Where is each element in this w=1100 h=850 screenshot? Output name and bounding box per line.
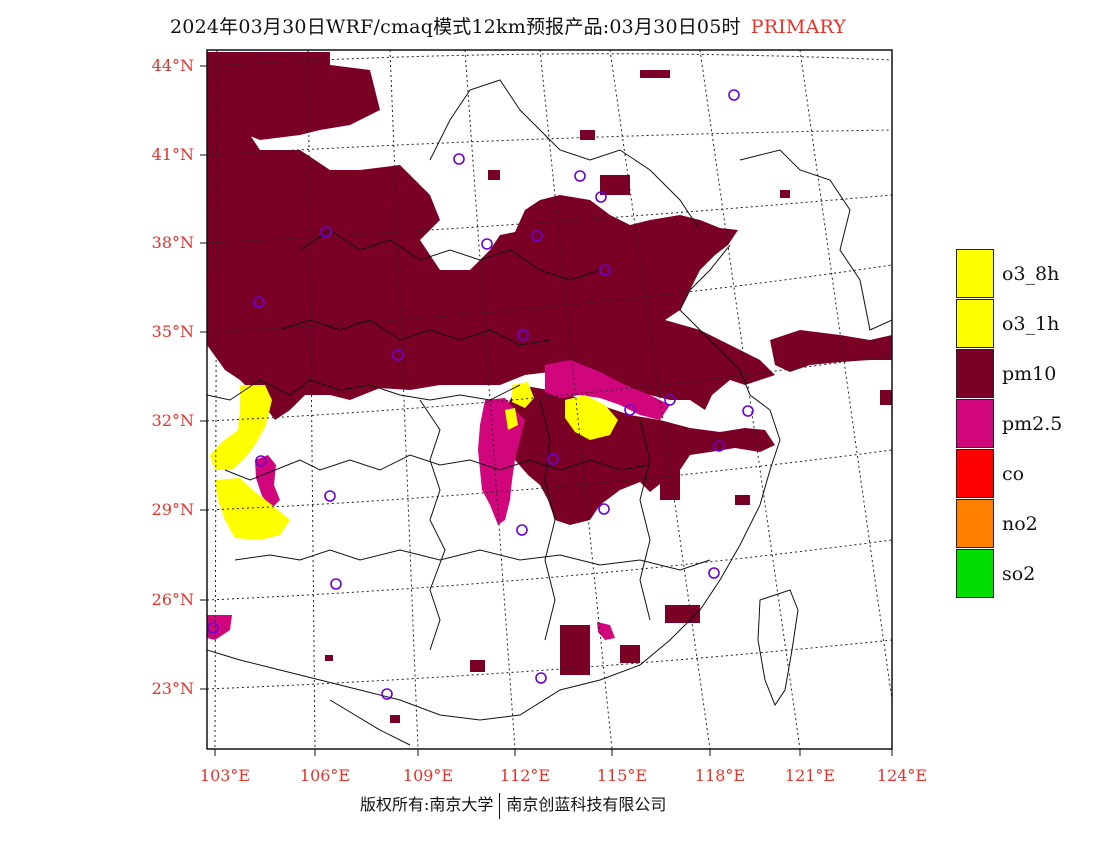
legend-label: o3_1h	[1002, 313, 1060, 335]
footer-divider	[499, 792, 501, 819]
lon-label: 121°E	[784, 766, 836, 785]
lon-label: 103°E	[199, 766, 251, 785]
lon-label: 115°E	[596, 766, 648, 785]
o3-region-west	[210, 385, 272, 470]
lat-label: 32°N	[151, 411, 194, 430]
title-primary-tag: PRIMARY	[750, 16, 847, 38]
legend-swatch	[956, 449, 994, 498]
lat-label: 26°N	[151, 590, 194, 609]
boundaries	[207, 79, 892, 746]
pm10-scattered-patches	[325, 70, 892, 723]
pm25-region-yunnan	[207, 615, 232, 640]
lat-label: 35°N	[151, 322, 194, 341]
pm10-region-north-top	[207, 52, 380, 140]
copyright-footer: 版权所有:南京大学 南京创蓝科技有限公司	[360, 791, 666, 819]
axis-ticks	[200, 65, 893, 756]
pm25-region-hubei	[478, 398, 525, 525]
legend-swatch	[956, 249, 994, 298]
legend-label: pm10	[1002, 363, 1057, 385]
legend-label: so2	[1002, 563, 1036, 585]
legend-swatch	[956, 299, 994, 348]
o3-region-central	[565, 395, 618, 440]
lat-label: 41°N	[151, 145, 194, 164]
pm25-region-central	[545, 360, 670, 420]
legend-swatch	[956, 549, 994, 598]
lon-label: 124°E	[876, 766, 928, 785]
copyright-left: 版权所有:南京大学	[360, 795, 494, 814]
legend-swatch	[956, 349, 994, 398]
legend-label: o3_8h	[1002, 263, 1060, 285]
o3-region-hubei	[512, 382, 534, 408]
map-frame	[206, 49, 893, 750]
legend-swatch	[956, 499, 994, 548]
legend-label: no2	[1002, 513, 1038, 535]
city-markers	[207, 89, 754, 700]
legend-label: pm2.5	[1002, 413, 1063, 435]
lat-label: 44°N	[151, 56, 194, 75]
map-title: 2024年03月30日WRF/cmaq模式12km预报产品:03月30日05时 P…	[170, 12, 846, 39]
o3-region-southwest	[215, 478, 290, 540]
copyright-right: 南京创蓝科技有限公司	[506, 795, 667, 814]
lat-label: 38°N	[151, 233, 194, 252]
o3-region-hubei2	[505, 408, 518, 430]
lat-label: 23°N	[151, 679, 194, 698]
title-text: 2024年03月30日WRF/cmaq模式12km预报产品:03月30日05时	[170, 16, 741, 38]
lon-label: 109°E	[402, 766, 454, 785]
lon-label: 118°E	[694, 766, 746, 785]
legend-swatch	[956, 399, 994, 448]
pm10-region-east	[770, 330, 892, 372]
lat-label: 29°N	[151, 500, 194, 519]
lon-label: 112°E	[499, 766, 551, 785]
legend-label: co	[1002, 463, 1025, 485]
lon-label: 106°E	[299, 766, 351, 785]
pm25-region-sichuan	[255, 455, 280, 508]
pm25-region-south	[597, 622, 615, 640]
pm10-region-north	[207, 95, 775, 420]
